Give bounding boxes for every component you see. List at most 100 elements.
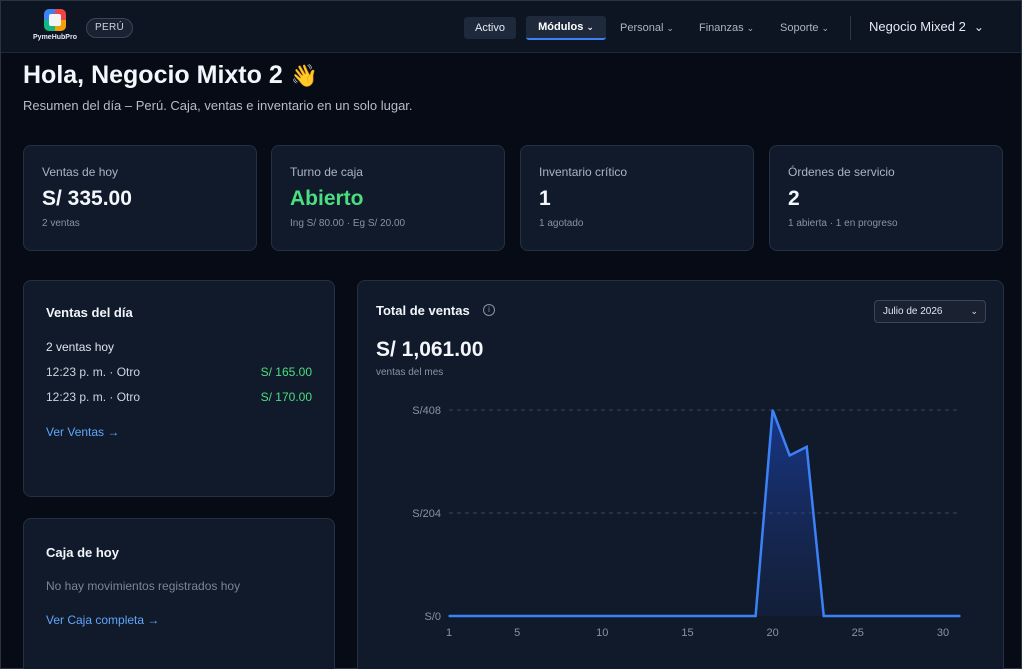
chart-data-point (908, 615, 910, 617)
chart-title: Total de ventas (376, 303, 470, 318)
chart-data-point (533, 615, 535, 617)
chevron-down-icon: ⌄ (970, 306, 978, 316)
x-tick-label: 25 (852, 627, 864, 639)
nav-soporte-menu[interactable]: Soporte ⌄ (780, 17, 829, 39)
info-icon[interactable]: i (483, 304, 495, 316)
stat-card-ordenes[interactable]: Órdenes de servicio 2 1 abierta · 1 en p… (769, 145, 1003, 251)
sale-amount: S/ 170.00 (260, 390, 312, 404)
chart-data-point (959, 615, 961, 617)
chevron-down-icon: ⌄ (586, 22, 594, 32)
stat-value: 2 (788, 187, 800, 210)
cash-panel-title: Caja de hoy (46, 545, 119, 560)
sale-amount: S/ 165.00 (260, 365, 312, 379)
country-badge: PERÚ (86, 18, 133, 38)
nav-divider (850, 16, 851, 40)
page-subtitle: Resumen del día – Perú. Caja, ventas e i… (23, 98, 413, 113)
chart-data-point (499, 615, 501, 617)
stat-value: 1 (539, 187, 551, 210)
sales-panel: Ventas del día 2 ventas hoy 12:23 p. m. … (23, 280, 335, 497)
cash-empty-state: No hay movimientos registrados hoy (46, 579, 241, 593)
x-tick-label: 1 (446, 627, 452, 639)
chart-data-point (550, 615, 552, 617)
chart-data-point (448, 615, 450, 617)
x-tick-label: 10 (596, 627, 608, 639)
nav-soporte-label: Soporte (780, 22, 819, 34)
chart-data-point (771, 409, 774, 411)
ver-caja-link[interactable]: Ver Caja completa → (46, 613, 160, 627)
ver-ventas-link[interactable]: Ver Ventas → (46, 425, 120, 439)
chart-data-point (925, 615, 927, 617)
sale-time: 12:23 p. m. · Otro (46, 390, 141, 404)
stat-sub: Ing S/ 80.00 · Eg S/ 20.00 (290, 218, 406, 229)
chart-data-point (737, 615, 740, 617)
greeting-text: Hola, Negocio Mixto 2 (23, 61, 283, 89)
stat-sub: 2 ventas (42, 218, 80, 229)
stat-sub: 1 abierta · 1 en progreso (788, 218, 898, 229)
nav-personal-menu[interactable]: Personal ⌄ (620, 17, 674, 39)
chart-total: S/ 1,061.00 (376, 338, 484, 361)
chart-data-point (601, 615, 604, 617)
chart-data-point (822, 615, 825, 617)
chevron-down-icon: ⌄ (821, 23, 830, 33)
stat-label: Órdenes de servicio (788, 165, 895, 179)
sale-time: 12:23 p. m. · Otro (46, 365, 141, 379)
chart-data-point (874, 615, 876, 617)
chart-data-point (584, 615, 587, 617)
month-select-value: Julio de 2026 (883, 306, 943, 317)
business-selector[interactable]: Negocio Mixed 2 ⌄ (869, 19, 984, 34)
chart-data-point (516, 615, 518, 617)
chart-data-point (788, 454, 791, 457)
stat-label: Turno de caja (290, 165, 363, 179)
month-select[interactable]: Julio de 2026 ⌄ (874, 300, 986, 323)
chart-data-point (703, 615, 706, 617)
business-name: Negocio Mixed 2 (869, 19, 966, 34)
cash-panel: Caja de hoy No hay movimientos registrad… (23, 518, 335, 669)
y-tick-label: S/0 (424, 611, 441, 623)
sales-count: 2 ventas hoy (46, 340, 115, 354)
chart-data-point (942, 615, 944, 617)
chart-data-point (652, 615, 655, 617)
chart-data-point (857, 615, 859, 617)
x-tick-label: 30 (937, 627, 949, 639)
stat-card-inventario[interactable]: Inventario crítico 1 1 agotado (520, 145, 754, 251)
nav-finanzas-menu[interactable]: Finanzas ⌄ (699, 17, 754, 39)
chart-data-point (839, 615, 842, 617)
stat-value: Abierto (290, 187, 364, 210)
y-tick-label: S/204 (412, 508, 441, 520)
chart-data-point (754, 615, 757, 617)
x-tick-label: 15 (681, 627, 693, 639)
list-item: 12:23 p. m. · Otro S/ 165.00 (46, 365, 312, 379)
top-navbar: PymeHubPro PERÚ Activo Módulos ⌄ Personal… (1, 1, 1021, 53)
chart-data-point (635, 615, 638, 617)
list-item: 12:23 p. m. · Otro S/ 170.00 (46, 390, 312, 404)
chart-data-point (805, 446, 808, 448)
chart-data-point (686, 615, 689, 617)
nav-personal-label: Personal (620, 22, 664, 34)
chevron-down-icon: ⌄ (746, 23, 755, 33)
chart-data-point (891, 615, 893, 617)
chart-data-point (669, 615, 672, 617)
nav-finanzas-label: Finanzas (699, 22, 744, 34)
sales-chart-panel: S/0 S/204 S/408 1 5 10 15 20 25 30 Total de venta… (357, 280, 1004, 669)
app-logo[interactable]: PymeHubPro (31, 9, 79, 47)
stat-card-turno-caja[interactable]: Turno de caja Abierto Ing S/ 80.00 · Eg … (271, 145, 505, 251)
stat-label: Inventario crítico (539, 165, 628, 179)
chart-data-point (720, 615, 723, 617)
nav-activo-button[interactable]: Activo (464, 17, 516, 39)
x-tick-label: 20 (767, 627, 779, 639)
chevron-down-icon: ⌄ (973, 20, 984, 34)
nav-modulos-menu[interactable]: Módulos ⌄ (526, 16, 606, 40)
page-title: Hola, Negocio Mixto 2 👋 (23, 61, 318, 90)
sales-panel-title: Ventas del día (46, 305, 133, 320)
logo-icon (44, 9, 66, 31)
stat-label: Ventas de hoy (42, 165, 119, 179)
x-tick-label: 5 (514, 627, 520, 639)
stat-value: S/ 335.00 (42, 187, 132, 210)
stat-card-ventas-hoy[interactable]: Ventas de hoy S/ 335.00 2 ventas (23, 145, 257, 251)
nav-modulos-label: Módulos (538, 21, 584, 33)
chart-data-point (482, 615, 484, 617)
chevron-down-icon: ⌄ (666, 23, 674, 33)
chart-data-point (618, 615, 621, 617)
wave-icon: 👋 (290, 63, 319, 88)
